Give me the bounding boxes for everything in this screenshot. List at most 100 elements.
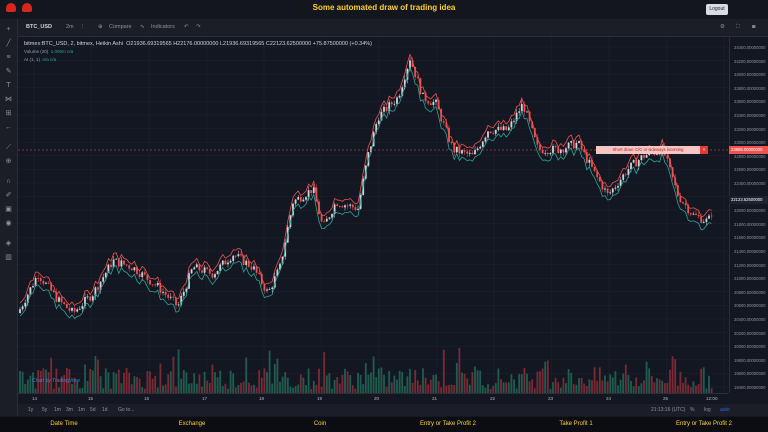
candle-body — [591, 159, 593, 167]
symbol-search[interactable]: BTC_USD — [26, 24, 52, 30]
fullscreen-icon[interactable]: ⛶ — [736, 24, 740, 30]
volume-bar — [331, 388, 333, 393]
volume-bar — [650, 376, 653, 393]
compare-icon[interactable]: ⊕ — [98, 24, 103, 30]
volume-bar — [112, 372, 115, 393]
candle-body — [110, 264, 112, 268]
chart-style-icon[interactable]: ⫶ — [82, 24, 84, 30]
percent-toggle[interactable]: % — [690, 407, 695, 413]
bottom-tp1[interactable]: Take Profit 1 — [559, 421, 593, 427]
range-5d[interactable]: 5d — [90, 407, 96, 413]
volume-bar — [609, 374, 612, 393]
candle-body — [515, 112, 518, 121]
brush-icon[interactable]: ✎ — [5, 68, 12, 75]
volume-bar — [336, 376, 339, 393]
text-icon[interactable]: T — [6, 82, 11, 89]
undo-icon[interactable]: ↶ — [184, 24, 189, 30]
candle-body — [492, 132, 495, 134]
page-title: Some automated draw of trading idea — [312, 3, 456, 12]
bottom-entry-tp2[interactable]: Entry or Take Profit 2 — [420, 421, 476, 427]
time-axis[interactable]: 14 15 16 17 18 19 20 21 22 23 24 25 12:00 — [18, 393, 728, 404]
time-tick-label: 19 — [317, 396, 323, 401]
settings-icon[interactable]: ⚙ — [720, 24, 725, 30]
range-1y[interactable]: 1y — [28, 407, 34, 413]
range-1d[interactable]: 1d — [102, 407, 108, 413]
lines-icon[interactable]: ≡ — [6, 54, 11, 61]
candle-body — [78, 308, 81, 310]
price-chart[interactable] — [18, 37, 728, 393]
volume-bar — [297, 384, 300, 393]
pattern-icon[interactable]: ⋈ — [5, 96, 12, 103]
volume-bar — [549, 388, 552, 393]
candle-body — [258, 272, 261, 274]
redo-icon[interactable]: ↷ — [196, 24, 201, 30]
range-1m-b[interactable]: 1m — [78, 407, 85, 413]
trash-icon[interactable]: ▥ — [5, 254, 12, 261]
arrow-icon[interactable]: ← — [5, 124, 12, 131]
candle-body — [91, 296, 94, 301]
volume-bar — [705, 388, 708, 393]
pencil-lock-icon[interactable]: ✐ — [5, 192, 12, 199]
volume-bar — [193, 373, 196, 393]
volume-bar — [640, 383, 643, 393]
candle-body — [416, 77, 419, 79]
chart-canvas[interactable] — [18, 37, 728, 393]
candle-body — [393, 103, 396, 105]
candle-body — [104, 272, 107, 278]
volume-bar — [128, 372, 131, 393]
fib-icon[interactable]: ⊞ — [5, 110, 12, 117]
bottom-date-time[interactable]: Date Time — [50, 421, 78, 427]
candle-body — [19, 309, 21, 314]
range-5y[interactable]: 5y — [42, 407, 48, 413]
candle-body — [640, 155, 643, 161]
trendline-icon[interactable]: ╱ — [6, 40, 11, 47]
candle-body — [219, 264, 222, 271]
volume-bar — [245, 357, 248, 393]
alert-close-button[interactable]: × — [700, 146, 708, 154]
volume-bar — [669, 369, 671, 393]
volume-bar — [141, 387, 144, 393]
drawing-toolbar: + ╱ ≡ ✎ T ⋈ ⊞ ← ⟋ ⊕ ∩ ✐ ▣ ◉ ◈ ▥ — [0, 19, 18, 416]
volume-bar — [510, 374, 513, 393]
lock-icon[interactable]: ▣ — [5, 206, 12, 213]
compare-button[interactable]: Compare — [109, 24, 132, 30]
crosshair-icon[interactable]: + — [6, 26, 11, 33]
auto-toggle[interactable]: auto — [720, 407, 730, 413]
bottom-entry-tp2-b[interactable]: Entry or Take Profit 2 — [676, 421, 732, 427]
volume-bar — [578, 378, 580, 393]
ruler-icon[interactable]: ⟋ — [6, 144, 11, 151]
price-axis[interactable]: 24400.00000000 24200.00000000 24000.000000… — [729, 37, 768, 393]
indicators-icon[interactable]: ∿ — [140, 24, 145, 30]
candle-body — [29, 287, 32, 295]
log-toggle[interactable]: log — [704, 407, 711, 413]
volume-bar — [390, 382, 393, 393]
magnet-icon[interactable]: ∩ — [5, 178, 12, 185]
tradingview-watermark[interactable]: Chart by TradingView — [32, 378, 80, 384]
zoom-icon[interactable]: ⊕ — [5, 158, 12, 165]
candle-body — [312, 187, 315, 194]
goto-button[interactable]: Go to... — [118, 407, 135, 413]
volume-bar — [580, 377, 583, 393]
range-1m[interactable]: 1m — [54, 407, 61, 413]
candle-body — [24, 302, 27, 307]
candle-body — [487, 131, 489, 138]
indicators-button[interactable]: Indicators — [151, 24, 175, 30]
candle-body — [232, 255, 235, 261]
range-3m[interactable]: 3m — [66, 407, 73, 413]
candle-body — [622, 174, 625, 180]
candle-body — [302, 199, 305, 202]
layers-icon[interactable]: ◈ — [5, 240, 12, 247]
volume-bar — [234, 387, 237, 393]
candle-body — [619, 179, 622, 186]
camera-icon[interactable]: ◙ — [752, 24, 756, 30]
candle-body — [276, 269, 279, 277]
logout-button[interactable]: Logout — [706, 4, 728, 15]
candle-body — [617, 185, 619, 188]
volume-bar — [284, 372, 287, 393]
bottom-exchange[interactable]: Exchange — [178, 421, 206, 427]
bottom-coin[interactable]: Coin — [313, 421, 327, 427]
interval-selector[interactable]: 2m — [66, 24, 74, 30]
candle-body — [598, 176, 601, 182]
volume-bar — [323, 351, 326, 393]
eye-icon[interactable]: ◉ — [5, 220, 12, 227]
